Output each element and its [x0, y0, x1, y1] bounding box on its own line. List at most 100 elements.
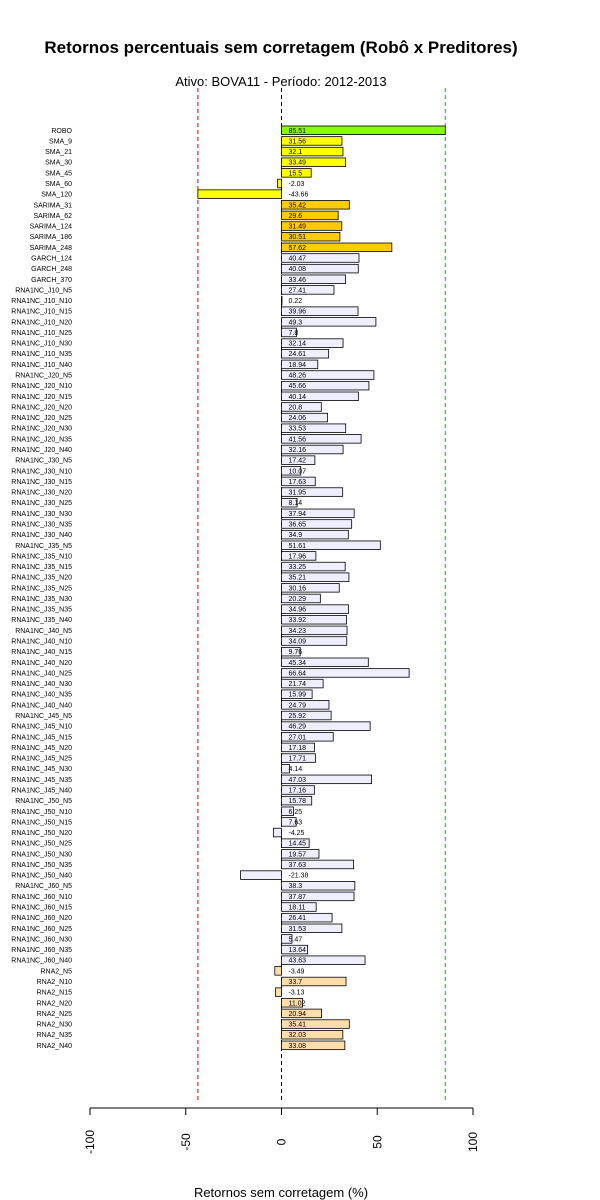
- bar: [281, 678, 324, 689]
- value-label: 24.61: [289, 351, 307, 358]
- category-label: RNA2_N30: [37, 1022, 73, 1029]
- category-label: RNA1NC_J20_N5: [15, 373, 72, 380]
- bar: [281, 285, 335, 295]
- value-label: 45.66: [289, 383, 307, 390]
- bar: [281, 795, 313, 806]
- value-label: 35.41: [289, 1022, 307, 1029]
- category-label: RNA1NC_J35_N35: [11, 607, 72, 614]
- category-label: RNA1NC_J45_N5: [15, 713, 72, 720]
- bar: [281, 317, 377, 327]
- bar: [281, 551, 317, 561]
- bar: [281, 391, 359, 402]
- value-label: 35.21: [289, 575, 307, 582]
- bar: [281, 423, 347, 433]
- category-label: RNA1NC_J35_N20: [11, 575, 72, 582]
- category-label: RNA1NC_J35_N15: [11, 564, 72, 571]
- x-tick-label: 0: [275, 1138, 289, 1145]
- category-label: RNA1NC_J50_N10: [11, 809, 72, 816]
- category-label: RNA2_N25: [37, 1011, 73, 1018]
- value-label: 0.22: [289, 298, 303, 305]
- value-label: 30.16: [289, 585, 307, 592]
- bar: [281, 572, 350, 582]
- bar: [274, 966, 282, 976]
- category-label: RNA1NC_J45_N30: [11, 766, 72, 773]
- bar: [281, 476, 316, 487]
- bar: [275, 987, 282, 997]
- value-label: 17.18: [289, 745, 307, 752]
- bar: [281, 912, 333, 923]
- value-label: 17.63: [289, 479, 307, 486]
- category-label: RNA1NC_J50_N35: [11, 862, 72, 869]
- value-label: 36.65: [289, 521, 307, 528]
- bar: [281, 710, 332, 721]
- category-label: SARIMA_124: [30, 224, 73, 231]
- category-label: RNA1NC_J35_N40: [11, 617, 72, 624]
- bar: [281, 1040, 346, 1051]
- category-label: RNA1NC_J50_N30: [11, 851, 72, 858]
- bar: [277, 178, 282, 189]
- value-label: 51.61: [289, 543, 307, 550]
- value-label: 27.01: [289, 734, 307, 741]
- value-label: 19.57: [289, 851, 307, 858]
- value-label: 6.25: [289, 809, 303, 816]
- bar: [281, 508, 355, 519]
- bar: [281, 529, 349, 540]
- chart-title: Retornos percentuais sem corretagem (Rob…: [44, 38, 517, 57]
- category-label: ROBO: [51, 128, 72, 135]
- bar: [281, 881, 356, 891]
- value-label: 45.34: [289, 660, 307, 667]
- category-label: RNA1NC_J30_N15: [11, 479, 72, 486]
- bar: [281, 327, 297, 338]
- category-label: RNA1NC_J30_N30: [11, 511, 72, 518]
- value-label: 34.96: [289, 607, 307, 614]
- category-label: RNA1NC_J40_N15: [11, 649, 72, 656]
- bar: [281, 136, 343, 146]
- category-label: RNA1NC_J20_N35: [11, 436, 72, 443]
- category-label: SMA_30: [45, 160, 72, 167]
- category-labels: ROBO SMA_9 SMA_21 SMA_30 SMA_45 SMA_60 SMA_120…: [11, 128, 72, 1050]
- value-label: 20.29: [289, 596, 307, 603]
- category-label: GARCH_370: [31, 277, 72, 284]
- value-label: 18.94: [289, 362, 307, 369]
- category-label: RNA1NC_J40_N30: [11, 681, 72, 688]
- value-label: -21.38: [289, 873, 309, 880]
- bar: [281, 168, 312, 178]
- bar: [281, 774, 372, 785]
- value-label: 43.63: [289, 958, 307, 965]
- bar: [281, 891, 355, 902]
- bar: [281, 253, 360, 263]
- category-label: RNA1NC_J20_N15: [11, 394, 72, 401]
- bar: [240, 870, 282, 880]
- bar: [281, 859, 354, 870]
- category-label: RNA1NC_J30_N5: [15, 458, 72, 465]
- bar: [281, 838, 310, 848]
- category-label: RNA1NC_J10_N40: [11, 362, 72, 369]
- value-label: 47.03: [289, 777, 307, 784]
- value-label: 7.8: [289, 330, 299, 337]
- category-label: RNA1NC_J50_N40: [11, 873, 72, 880]
- category-label: RNA2_N40: [37, 1043, 73, 1050]
- bar: [281, 1008, 323, 1019]
- value-label: 85.51: [289, 128, 307, 135]
- bar: [281, 668, 410, 678]
- category-label: RNA1NC_J60_N20: [11, 915, 72, 922]
- value-label: 21.74: [289, 681, 307, 688]
- category-label: SARIMA_186: [30, 234, 73, 241]
- bar: [281, 849, 320, 859]
- value-label: 33.53: [289, 426, 307, 433]
- category-label: RNA1NC_J10_N20: [11, 319, 72, 326]
- category-label: RNA2_N20: [37, 1000, 73, 1007]
- value-label: 40.14: [289, 394, 307, 401]
- category-label: RNA1NC_J35_N25: [11, 585, 72, 592]
- value-label: 9.76: [289, 649, 303, 656]
- value-label: 31.49: [289, 224, 307, 231]
- bar: [281, 200, 350, 210]
- bar: [281, 753, 316, 763]
- category-label: SMA_9: [49, 138, 72, 145]
- category-label: RNA1NC_J50_N20: [11, 830, 72, 837]
- value-label: 32.16: [289, 447, 307, 454]
- bar: [281, 434, 362, 444]
- bar: [281, 593, 321, 604]
- category-label: RNA1NC_J60_N5: [15, 883, 72, 890]
